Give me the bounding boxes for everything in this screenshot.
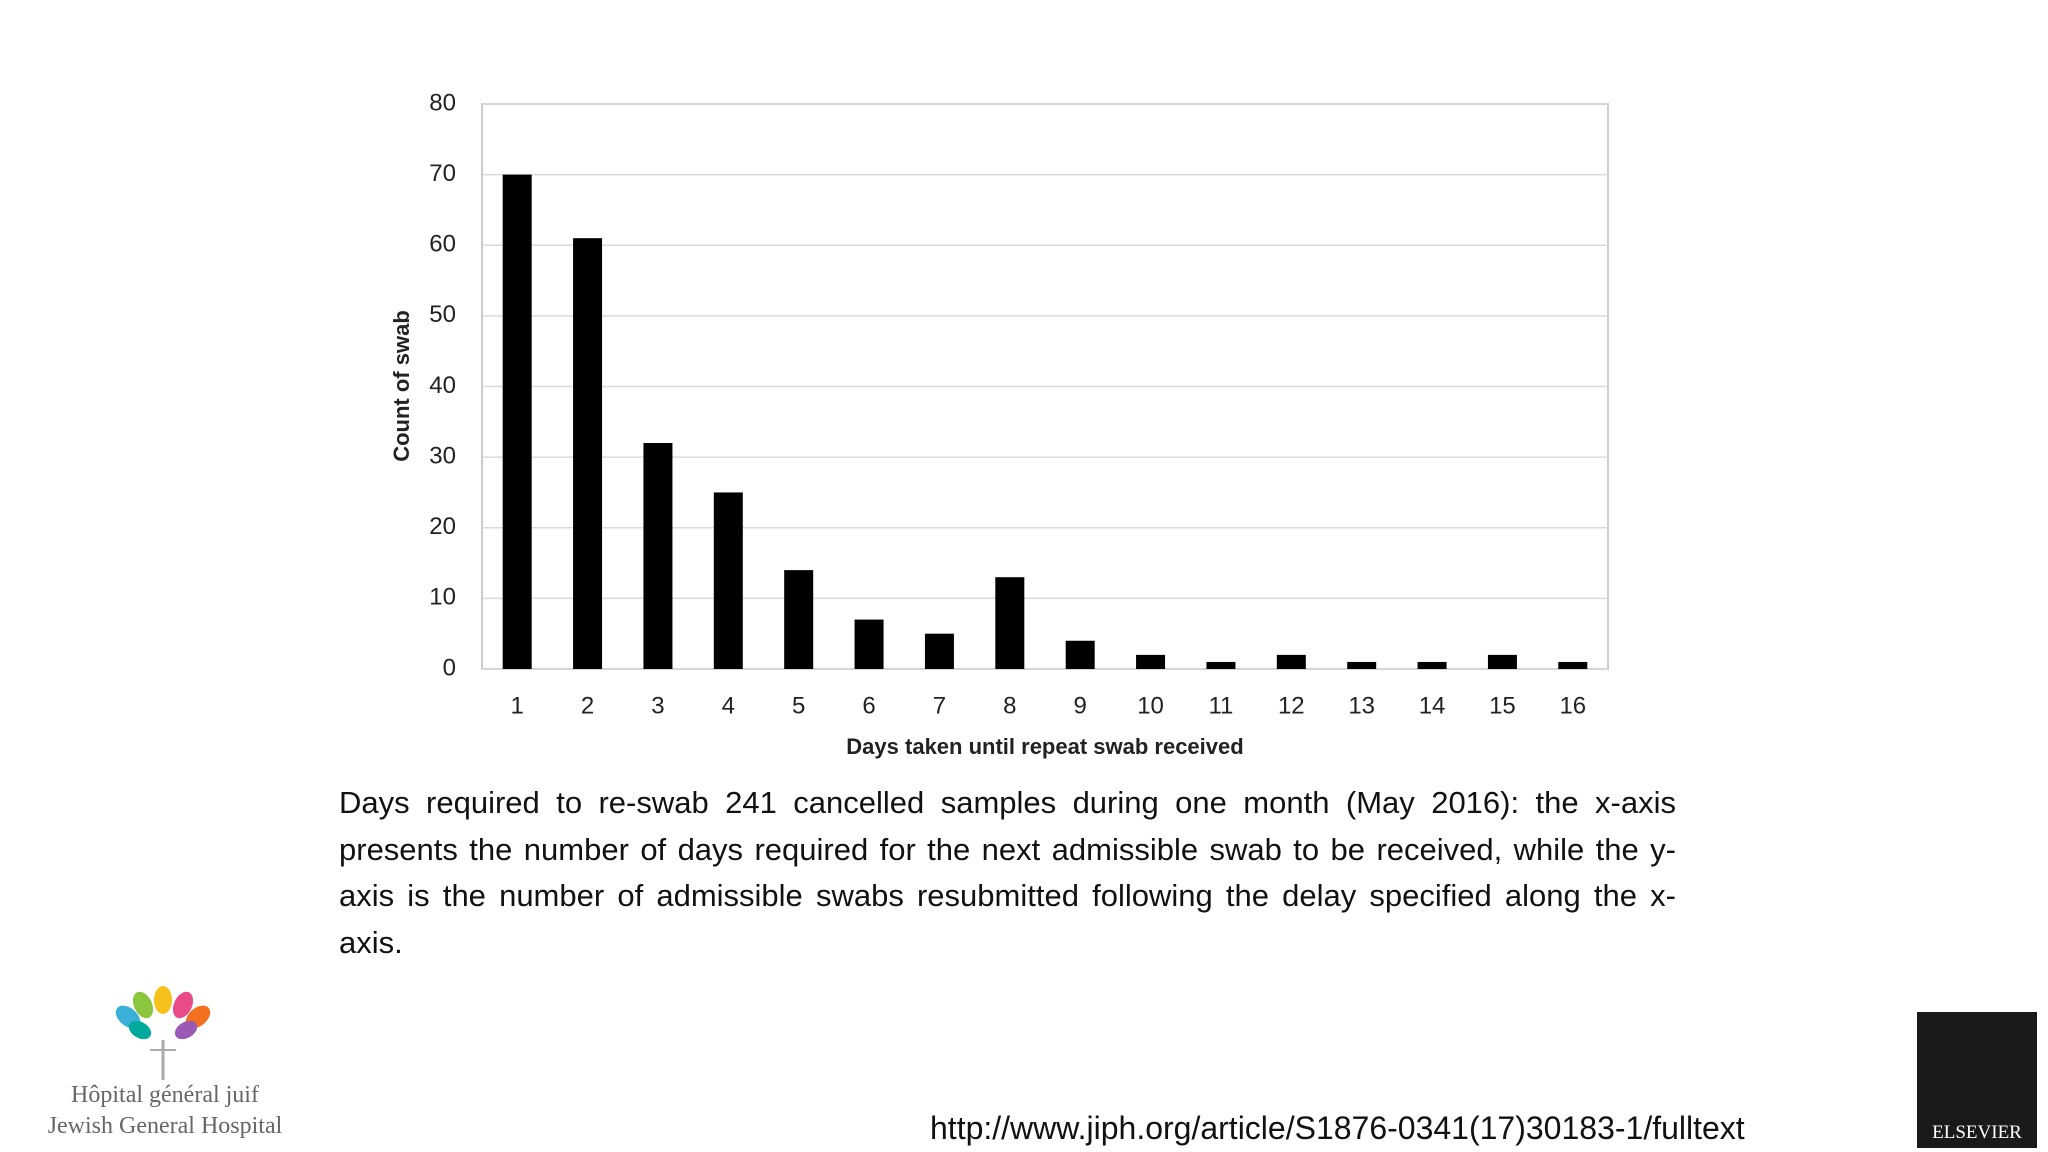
bar <box>854 619 884 669</box>
y-tick-label: 60 <box>429 231 456 258</box>
x-tick-label: 2 <box>581 692 594 719</box>
x-tick-label: 5 <box>792 692 805 719</box>
bar <box>1558 661 1588 669</box>
bar <box>1487 654 1517 669</box>
bar <box>643 443 673 669</box>
bar <box>995 577 1025 669</box>
y-tick-label: 50 <box>429 301 456 328</box>
x-tick-label: 9 <box>1074 692 1087 719</box>
x-tick-label: 3 <box>651 692 664 719</box>
bar <box>1136 654 1166 669</box>
bar <box>784 570 814 669</box>
bar <box>713 492 743 669</box>
y-tick-label: 80 <box>429 89 456 116</box>
y-axis-label: Count of swab <box>389 310 414 462</box>
caption: Days required to re-swab 241 cancelled s… <box>339 785 1676 960</box>
bar <box>1206 661 1236 669</box>
bar <box>1276 654 1306 669</box>
y-tick-label: 20 <box>429 513 456 540</box>
bar <box>1417 661 1447 669</box>
x-tick-label: 15 <box>1489 692 1516 719</box>
x-tick-label: 16 <box>1559 692 1586 719</box>
bar <box>573 238 603 669</box>
x-tick-label: 12 <box>1278 692 1305 719</box>
hospital-name-fr: Hôpital général juif <box>71 1082 259 1108</box>
x-tick-label: 1 <box>511 692 524 719</box>
x-tick-label: 14 <box>1419 692 1446 719</box>
x-tick-label: 7 <box>933 692 946 719</box>
x-tick-label: 13 <box>1348 692 1375 719</box>
hospital-logo <box>115 986 211 1080</box>
x-tick-label: 11 <box>1208 692 1233 719</box>
x-tick-label: 4 <box>722 692 735 719</box>
bar <box>1065 640 1095 669</box>
y-tick-label: 10 <box>429 584 456 611</box>
x-tick-label: 6 <box>862 692 875 719</box>
x-tick-label: 8 <box>1003 692 1016 719</box>
bar <box>924 633 954 669</box>
publisher-name: ELSEVIER <box>1932 1122 2022 1143</box>
bar <box>502 174 532 669</box>
source-url: http://www.jiph.org/article/S1876-0341(1… <box>930 1110 1745 1146</box>
y-tick-label: 0 <box>443 654 456 681</box>
hospital-name-en: Jewish General Hospital <box>47 1113 283 1139</box>
x-axis-label: Days taken until repeat swab received <box>846 734 1243 759</box>
x-tick-label: 10 <box>1137 692 1164 719</box>
y-tick-label: 40 <box>429 372 456 399</box>
y-tick-label: 70 <box>429 160 456 187</box>
bar <box>1347 661 1377 669</box>
publisher-logo: ELSEVIER <box>1917 1012 2037 1148</box>
y-tick-label: 30 <box>429 442 456 469</box>
